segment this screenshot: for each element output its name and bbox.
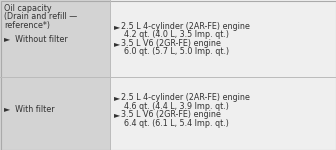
Text: 4.2 qt. (4.0 L, 3.5 Imp. qt.): 4.2 qt. (4.0 L, 3.5 Imp. qt.) — [124, 30, 229, 39]
Text: ►: ► — [114, 22, 120, 31]
Text: 2.5 L 4-cylinder (2AR-FE) engine: 2.5 L 4-cylinder (2AR-FE) engine — [121, 22, 250, 31]
Text: ►: ► — [114, 93, 120, 102]
Text: ►: ► — [114, 110, 120, 119]
Text: 3.5 L V6 (2GR-FE) engine: 3.5 L V6 (2GR-FE) engine — [121, 110, 221, 119]
Text: 4.6 qt. (4.4 L, 3.9 Imp. qt.): 4.6 qt. (4.4 L, 3.9 Imp. qt.) — [124, 102, 229, 111]
Text: (Drain and refill —: (Drain and refill — — [4, 12, 77, 21]
Text: 2.5 L 4-cylinder (2AR-FE) engine: 2.5 L 4-cylinder (2AR-FE) engine — [121, 93, 250, 102]
Text: 3.5 L V6 (2GR-FE) engine: 3.5 L V6 (2GR-FE) engine — [121, 39, 221, 48]
FancyBboxPatch shape — [110, 0, 336, 150]
FancyBboxPatch shape — [0, 0, 110, 150]
Text: reference*): reference*) — [4, 21, 50, 30]
Text: Oil capacity: Oil capacity — [4, 4, 52, 13]
Text: ►: ► — [114, 39, 120, 48]
Text: 6.0 qt. (5.7 L, 5.0 Imp. qt.): 6.0 qt. (5.7 L, 5.0 Imp. qt.) — [124, 47, 229, 56]
Text: ►  With filter: ► With filter — [4, 105, 55, 114]
Text: ►  Without filter: ► Without filter — [4, 35, 68, 44]
Text: 6.4 qt. (6.1 L, 5.4 Imp. qt.): 6.4 qt. (6.1 L, 5.4 Imp. qt.) — [124, 119, 229, 128]
